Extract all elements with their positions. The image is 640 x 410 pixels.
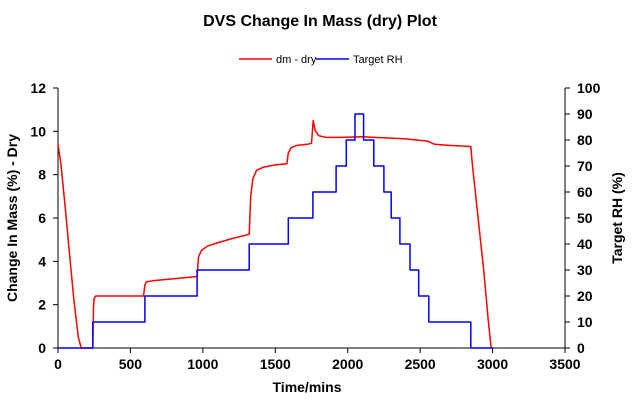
x-tick-label: 500 [119, 356, 143, 372]
right-y-tick-label: 100 [577, 80, 601, 96]
x-tick-label: 0 [54, 356, 62, 372]
right-y-tick-label: 50 [577, 210, 593, 226]
x-axis-ticks: 0 500 1000 1500 2000 2500 3000 3500 [54, 348, 581, 372]
series-line-target-rh [58, 113, 493, 349]
left-y-tick-label: 8 [38, 167, 46, 183]
right-y-tick-label: 70 [577, 158, 593, 174]
left-y-tick-label: 10 [30, 123, 46, 139]
left-y-axis-title: Change In Mass (%) - Dry [4, 134, 20, 302]
right-y-axis-ticks: 0 10 20 30 40 50 60 70 80 90 100 [565, 80, 601, 356]
x-tick-label: 2000 [332, 356, 363, 372]
right-y-tick-label: 10 [577, 314, 593, 330]
right-y-tick-label: 60 [577, 184, 593, 200]
x-tick-label: 2500 [405, 356, 436, 372]
left-y-tick-label: 12 [30, 80, 46, 96]
right-y-axis-title: Target RH (%) [609, 172, 625, 264]
left-y-axis-ticks: 0 2 4 6 8 10 12 [30, 80, 58, 356]
right-y-tick-label: 40 [577, 236, 593, 252]
x-tick-label: 1000 [187, 356, 218, 372]
left-y-tick-label: 4 [38, 253, 46, 269]
legend: dm - dry Target RH [239, 54, 403, 66]
right-y-tick-label: 80 [577, 132, 593, 148]
left-y-tick-label: 2 [38, 297, 46, 313]
left-y-tick-label: 0 [38, 340, 46, 356]
legend-label-target-rh: Target RH [353, 54, 403, 66]
series-layer [57, 113, 493, 349]
right-y-tick-label: 0 [577, 340, 585, 356]
x-axis-title: Time/mins [273, 379, 342, 395]
legend-label-dm-dry: dm - dry [276, 54, 317, 66]
right-y-tick-label: 20 [577, 288, 593, 304]
series-line-dm-dry [57, 119, 493, 349]
x-tick-label: 1500 [260, 356, 291, 372]
chart-title: DVS Change In Mass (dry) Plot [203, 13, 437, 30]
right-y-tick-label: 30 [577, 262, 593, 278]
right-y-tick-label: 90 [577, 106, 593, 122]
x-tick-label: 3000 [477, 356, 508, 372]
left-y-tick-label: 6 [38, 210, 46, 226]
x-tick-label: 3500 [549, 356, 580, 372]
